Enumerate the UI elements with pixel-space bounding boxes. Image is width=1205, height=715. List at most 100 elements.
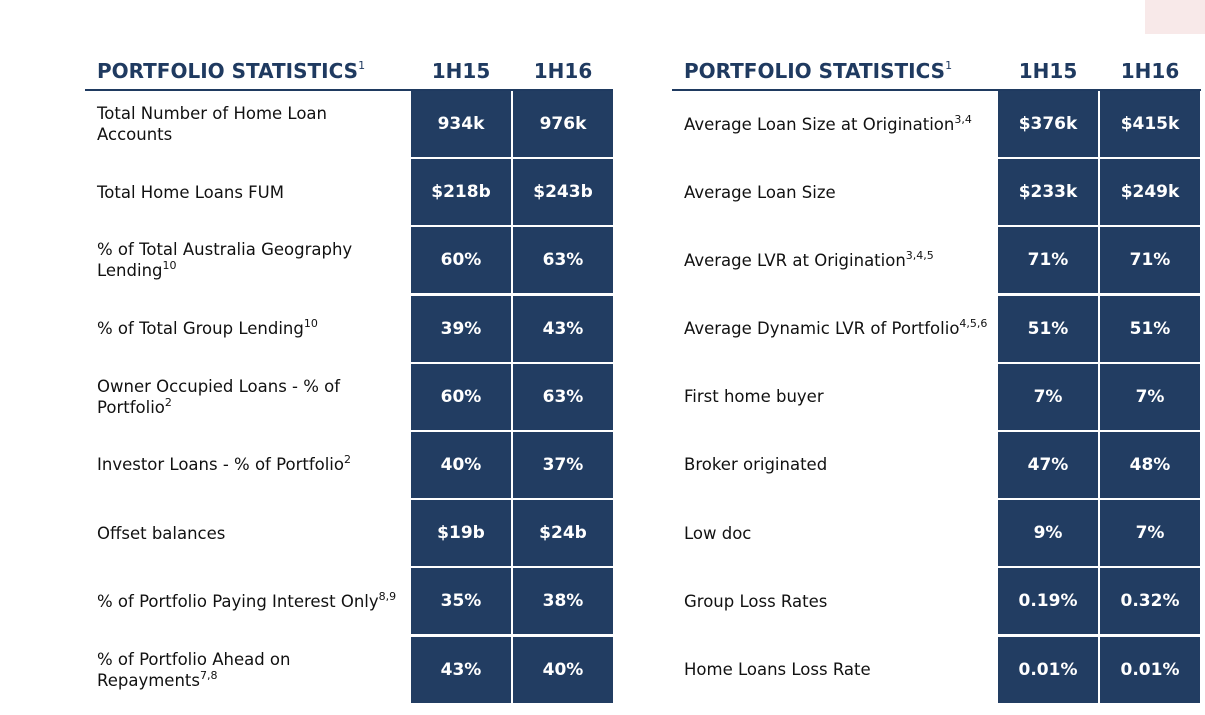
- table-row: Average Loan Size at Origination3,4 $376k…: [672, 91, 1201, 159]
- row-label-text: Average Loan Size at Origination: [684, 114, 955, 134]
- value-1h16: 43%: [513, 295, 613, 362]
- value-1h15: 60%: [411, 363, 511, 430]
- value-1h15: 51%: [998, 295, 1098, 362]
- row-label: % of Portfolio Paying Interest Only8,9: [97, 568, 397, 634]
- value-1h16: 71%: [1100, 227, 1200, 294]
- row-label-text: % of Portfolio Paying Interest Only: [97, 591, 379, 611]
- row-label: First home buyer: [684, 364, 989, 430]
- column-header-1h16: 1H16: [1120, 59, 1180, 83]
- footnote-marker: 10: [162, 259, 177, 273]
- row-label: Offset balances: [97, 500, 397, 566]
- value-1h16: 48%: [1100, 431, 1200, 498]
- table-row: Low doc 9% 7%: [672, 500, 1201, 568]
- table-header: PORTFOLIO STATISTICS1 1H15 1H16: [85, 53, 613, 91]
- row-label-text: Offset balances: [97, 523, 226, 543]
- value-1h16: $415k: [1100, 91, 1200, 157]
- table-row: % of Portfolio Ahead on Repayments7,8 43%…: [85, 636, 613, 705]
- value-1h16: 63%: [513, 227, 613, 294]
- table-row: Average Dynamic LVR of Portfolio4,5,6 51%…: [672, 295, 1201, 364]
- row-label-text: Total Home Loans FUM: [97, 182, 284, 202]
- row-label: Owner Occupied Loans - % of Portfolio2: [97, 364, 397, 430]
- column-header-1h15: 1H15: [431, 59, 491, 83]
- value-1h16: $24b: [513, 500, 613, 567]
- table-row: % of Total Group Lending10 39% 43%: [85, 295, 613, 364]
- value-1h16: $249k: [1100, 159, 1200, 226]
- value-1h16: 7%: [1100, 500, 1200, 567]
- table-row: % of Portfolio Paying Interest Only8,9 35…: [85, 568, 613, 636]
- table-row: % of Total Australia Geography Lending10…: [85, 227, 613, 295]
- row-label: % of Portfolio Ahead on Repayments7,8: [97, 637, 397, 703]
- table-row: Broker originated 47% 48%: [672, 431, 1201, 500]
- table-row: Average Loan Size $233k $249k: [672, 159, 1201, 227]
- row-label: Average LVR at Origination3,4,5: [684, 227, 989, 293]
- table-body: Total Number of Home Loan Accounts 934k 97…: [85, 91, 613, 705]
- row-label-text: Broker originated: [684, 455, 828, 475]
- value-1h15: $218b: [411, 159, 511, 226]
- row-label-text: % of Portfolio Ahead on Repayments: [97, 649, 291, 690]
- footnote-marker: 7,8: [199, 668, 218, 682]
- row-label: Home Loans Loss Rate: [684, 637, 989, 703]
- table-row: Owner Occupied Loans - % of Portfolio2 60…: [85, 363, 613, 432]
- portfolio-stats-table-left: PORTFOLIO STATISTICS1 1H15 1H16 Total Nu…: [85, 53, 613, 705]
- portfolio-stats-table-right: PORTFOLIO STATISTICS1 1H15 1H16 Average …: [672, 53, 1201, 705]
- row-label: Average Dynamic LVR of Portfolio4,5,6: [684, 296, 989, 362]
- column-header-1h16: 1H16: [533, 59, 593, 83]
- table-row: Offset balances $19b $24b: [85, 500, 613, 568]
- value-1h15: 7%: [998, 363, 1098, 430]
- row-label: Average Loan Size: [684, 159, 989, 225]
- row-label-text: Group Loss Rates: [684, 591, 828, 611]
- value-1h15: 60%: [411, 227, 511, 294]
- value-1h15: 934k: [411, 91, 511, 157]
- value-1h16: 63%: [513, 363, 613, 430]
- row-label-text: Investor Loans - % of Portfolio: [97, 455, 344, 475]
- value-1h15: 39%: [411, 295, 511, 362]
- value-1h15: 47%: [998, 431, 1098, 498]
- row-label-text: Average Dynamic LVR of Portfolio: [684, 319, 960, 339]
- value-1h15: 71%: [998, 227, 1098, 294]
- row-label: % of Total Australia Geography Lending10: [97, 227, 397, 293]
- row-label: Group Loss Rates: [684, 568, 989, 634]
- corner-decoration: [1145, 0, 1205, 34]
- value-1h15: 0.01%: [998, 636, 1098, 703]
- row-label-text: % of Total Australia Geography Lending: [97, 240, 353, 281]
- value-1h15: $376k: [998, 91, 1098, 157]
- row-label: Investor Loans - % of Portfolio2: [97, 432, 397, 498]
- table-row: Average LVR at Origination3,4,5 71% 71%: [672, 227, 1201, 295]
- table-row: Total Home Loans FUM $218b $243b: [85, 159, 613, 227]
- row-label: Broker originated: [684, 432, 989, 498]
- footnote-marker: 3,4: [954, 112, 972, 126]
- row-label-text: Owner Occupied Loans - % of Portfolio: [97, 376, 341, 417]
- footnote-marker: 3,4,5: [905, 248, 934, 262]
- value-1h16: 0.01%: [1100, 636, 1200, 703]
- row-label-text: Home Loans Loss Rate: [684, 660, 871, 679]
- column-header-1h15: 1H15: [1018, 59, 1078, 83]
- row-label-text: Average LVR at Origination: [684, 250, 906, 270]
- row-label: Total Number of Home Loan Accounts: [97, 91, 397, 157]
- row-label: % of Total Group Lending10: [97, 296, 397, 362]
- value-1h15: 9%: [998, 500, 1098, 567]
- row-label-text: Total Number of Home Loan Accounts: [97, 104, 327, 144]
- footnote-marker: 2: [164, 395, 172, 409]
- value-1h16: 976k: [513, 91, 613, 157]
- value-1h16: 38%: [513, 568, 613, 635]
- value-1h15: $19b: [411, 500, 511, 567]
- table-title: PORTFOLIO STATISTICS1: [97, 59, 366, 83]
- row-label: Total Home Loans FUM: [97, 159, 397, 225]
- row-label: Average Loan Size at Origination3,4: [684, 91, 989, 157]
- table-row: First home buyer 7% 7%: [672, 363, 1201, 432]
- value-1h15: 0.19%: [998, 568, 1098, 635]
- row-label-text: Low doc: [684, 523, 752, 543]
- footnote-marker: 8,9: [378, 589, 397, 603]
- footnote-marker: 10: [303, 317, 318, 331]
- table-row: Investor Loans - % of Portfolio2 40% 37%: [85, 431, 613, 500]
- value-1h15: 43%: [411, 636, 511, 703]
- value-1h16: 7%: [1100, 363, 1200, 430]
- table-header: PORTFOLIO STATISTICS1 1H15 1H16: [672, 53, 1201, 91]
- value-1h16: 40%: [513, 636, 613, 703]
- footnote-marker: 4,5,6: [959, 317, 988, 331]
- value-1h16: $243b: [513, 159, 613, 226]
- value-1h16: 37%: [513, 431, 613, 498]
- table-row: Home Loans Loss Rate 0.01% 0.01%: [672, 636, 1201, 705]
- value-1h16: 0.32%: [1100, 568, 1200, 635]
- value-1h15: $233k: [998, 159, 1098, 226]
